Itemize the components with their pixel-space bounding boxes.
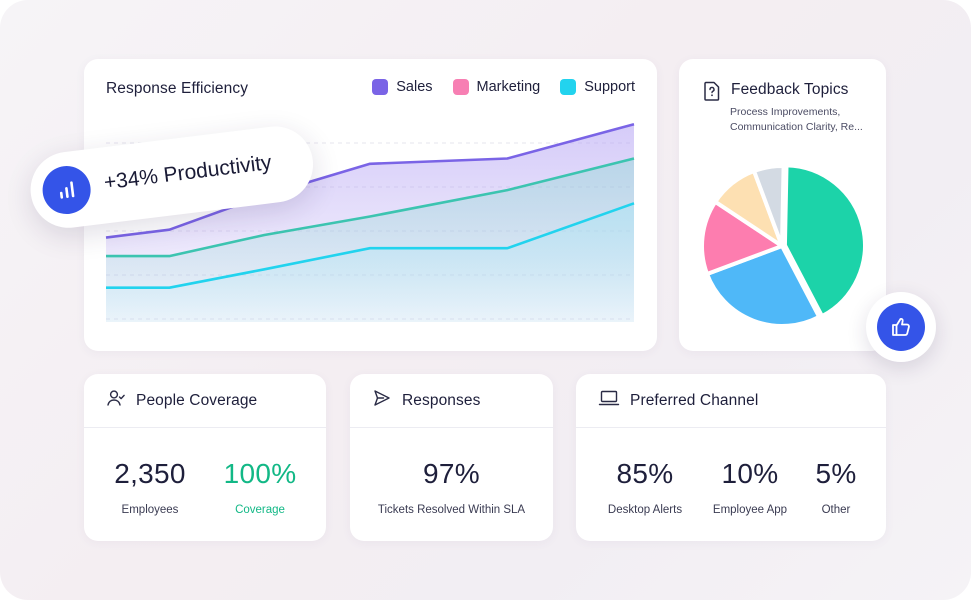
response-efficiency-title: Response Efficiency (106, 80, 249, 97)
feedback-topics-pie (700, 163, 867, 328)
chart-legend: Sales Marketing Support (372, 79, 635, 95)
channel-stat-app: 10% Employee App (703, 458, 797, 516)
user-check-icon (84, 388, 136, 413)
employees-label: Employees (121, 504, 179, 516)
sla-stat: 97% Tickets Resolved Within SLA (350, 458, 553, 516)
responses-header: Responses (350, 374, 553, 428)
send-icon (350, 388, 402, 413)
series-area-support (106, 203, 634, 322)
coverage-stat: 100% Coverage (216, 458, 304, 516)
pie-slice (752, 164, 786, 248)
channel-stat-desktop: 85% Desktop Alerts (598, 458, 692, 516)
coverage-value: 100% (223, 458, 297, 489)
legend-item-support: Support (560, 79, 635, 95)
channel-label: Other (821, 504, 851, 516)
channel-value: 85% (616, 458, 674, 489)
legend-swatch-marketing (452, 79, 469, 95)
legend-swatch-sales (372, 79, 389, 95)
productivity-badge: +34% Productivity (25, 107, 331, 246)
feedback-topics-title: Feedback Topics (731, 81, 849, 98)
preferred-channel-card: Preferred Channel 85% Desktop Alerts 10%… (576, 374, 886, 541)
bar-chart-icon (39, 163, 94, 217)
question-doc-icon (703, 81, 721, 106)
channel-label: Employee App (712, 504, 788, 516)
response-efficiency-chart (105, 122, 635, 322)
responses-title: Responses (402, 391, 481, 409)
people-coverage-card: People Coverage 2,350 Employees 100% Cov… (84, 374, 326, 541)
series-line-marketing (106, 157, 635, 258)
legend-label: Marketing (476, 79, 541, 95)
thumbs-up-icon (877, 303, 925, 351)
pie-slice (700, 199, 784, 276)
laptop-icon (576, 388, 630, 413)
channel-value: 10% (721, 458, 779, 489)
series-line-support (106, 202, 635, 289)
channel-label: Desktop Alerts (607, 504, 683, 516)
pie-slice (705, 244, 822, 328)
responses-card: Responses 97% Tickets Resolved Within SL… (350, 374, 553, 541)
employees-stat: 2,350 Employees (106, 458, 194, 516)
employees-value: 2,350 (114, 458, 186, 489)
legend-label: Support (584, 79, 635, 95)
preferred-channel-header: Preferred Channel (576, 374, 886, 428)
pie-slice (782, 163, 867, 319)
legend-item-sales: Sales (372, 79, 433, 95)
people-coverage-header: People Coverage (84, 374, 326, 428)
feedback-topics-subtitle: Process Improvements, Communication Clar… (730, 106, 863, 133)
channel-stat-other: 5% Other (802, 458, 870, 516)
coverage-label: Coverage (235, 504, 285, 516)
preferred-channel-title: Preferred Channel (630, 391, 759, 409)
legend-label: Sales (396, 79, 433, 95)
feedback-topics-card: Feedback Topics Process Improvements, Co… (679, 59, 886, 351)
series-line-sales (105, 122, 635, 239)
sla-value: 97% (423, 458, 480, 489)
response-efficiency-card: Response Efficiency Sales Marketing Supp… (84, 59, 657, 351)
legend-swatch-support (560, 79, 577, 95)
sla-label: Tickets Resolved Within SLA (377, 504, 526, 516)
channel-value: 5% (815, 458, 857, 489)
thumbs-up-badge (866, 292, 936, 362)
people-coverage-title: People Coverage (136, 391, 258, 409)
legend-item-marketing: Marketing (452, 79, 541, 95)
